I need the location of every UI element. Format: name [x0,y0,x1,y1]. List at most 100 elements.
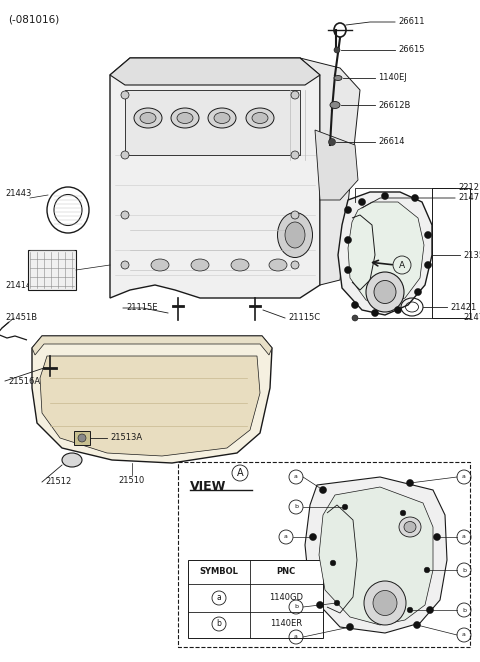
Text: 21414: 21414 [5,281,31,289]
Circle shape [328,138,336,146]
Ellipse shape [374,281,396,303]
Text: 26612B: 26612B [378,101,410,109]
Text: 21471A: 21471A [458,193,480,203]
Circle shape [345,207,351,214]
Ellipse shape [364,581,406,625]
Circle shape [424,567,430,573]
Text: A: A [399,261,405,269]
Polygon shape [300,58,360,285]
Circle shape [320,487,326,493]
Polygon shape [348,202,424,306]
Polygon shape [315,130,358,200]
Circle shape [121,261,129,269]
Text: 21473: 21473 [463,314,480,322]
Circle shape [345,267,351,273]
Text: b: b [462,567,466,573]
Text: 21451B: 21451B [5,314,37,322]
Circle shape [121,151,129,159]
Ellipse shape [214,113,230,124]
Circle shape [291,261,299,269]
Polygon shape [32,336,272,355]
Circle shape [334,600,340,606]
Ellipse shape [252,113,268,124]
Circle shape [310,534,316,540]
Polygon shape [338,192,432,315]
Circle shape [411,195,419,201]
Circle shape [433,534,441,540]
Circle shape [78,434,86,442]
Polygon shape [110,58,320,85]
Bar [125,90,300,155]
Bar [28,250,76,290]
Text: 21513A: 21513A [110,434,142,442]
Polygon shape [110,58,320,298]
Circle shape [334,47,340,53]
Text: b: b [294,504,298,510]
Circle shape [351,301,359,308]
Ellipse shape [366,272,404,312]
Text: a: a [462,475,466,479]
Text: 21115C: 21115C [288,314,320,322]
Text: b: b [294,604,298,610]
Ellipse shape [399,517,421,537]
Text: SYMBOL: SYMBOL [200,567,239,577]
Polygon shape [305,477,447,633]
Circle shape [121,91,129,99]
Polygon shape [319,487,433,625]
Text: a: a [462,632,466,638]
Circle shape [413,622,420,628]
Text: a: a [462,534,466,540]
Circle shape [352,315,358,321]
Circle shape [415,289,421,295]
Text: b: b [216,620,221,628]
Bar [178,462,470,647]
Ellipse shape [134,108,162,128]
Ellipse shape [330,101,340,109]
Circle shape [121,211,129,219]
Circle shape [342,504,348,510]
Ellipse shape [277,213,312,258]
Ellipse shape [140,113,156,124]
Text: 21115E: 21115E [126,303,157,312]
Circle shape [330,560,336,566]
Circle shape [424,261,432,269]
Polygon shape [40,356,260,456]
Text: a: a [216,594,221,602]
Circle shape [291,151,299,159]
Ellipse shape [151,259,169,271]
Text: 22121: 22121 [458,183,480,193]
Text: 1140ER: 1140ER [270,620,302,628]
Circle shape [407,479,413,487]
Circle shape [291,211,299,219]
Bar [74,431,90,445]
Ellipse shape [191,259,209,271]
Text: b: b [462,608,466,612]
Text: 21512: 21512 [45,477,71,487]
Text: A: A [237,468,243,478]
Text: 26611: 26611 [398,17,424,26]
Circle shape [345,236,351,244]
Bar [432,188,470,318]
Text: a: a [284,534,288,540]
Text: VIEW: VIEW [190,480,227,493]
Ellipse shape [373,591,397,616]
Text: 1140EJ: 1140EJ [378,73,407,83]
Text: 1140GD: 1140GD [269,594,303,602]
Ellipse shape [285,222,305,248]
Circle shape [291,91,299,99]
Ellipse shape [208,108,236,128]
Circle shape [424,232,432,238]
Circle shape [382,193,388,199]
Ellipse shape [171,108,199,128]
Circle shape [316,602,324,608]
Text: 21350F: 21350F [463,250,480,260]
Text: PNC: PNC [276,567,296,577]
Circle shape [400,510,406,516]
Text: 21516A: 21516A [8,377,40,385]
Text: a: a [294,475,298,479]
Text: a: a [294,634,298,639]
Ellipse shape [269,259,287,271]
Ellipse shape [231,259,249,271]
Text: 21443: 21443 [5,189,31,197]
Text: 21421: 21421 [450,303,476,312]
